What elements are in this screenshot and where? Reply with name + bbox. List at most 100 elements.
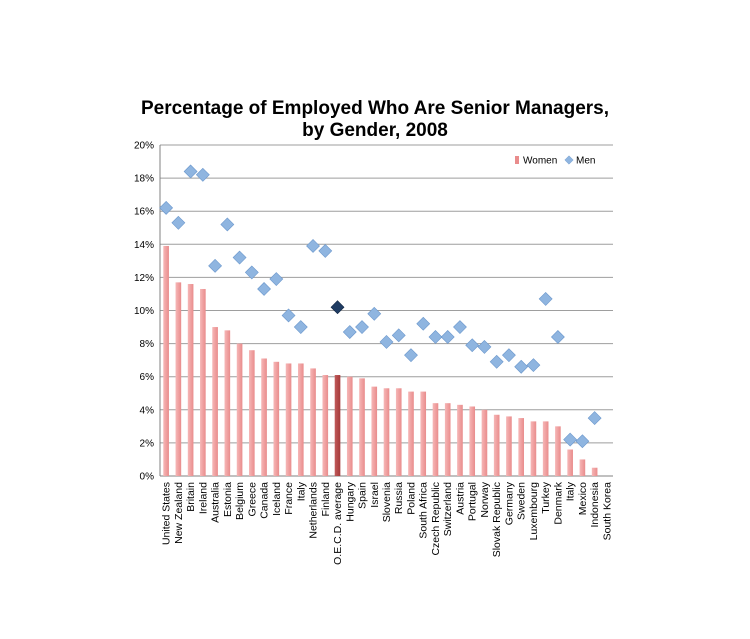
men-marker (281, 308, 296, 323)
men-marker (318, 243, 333, 258)
men-marker (465, 338, 480, 353)
chart-title-line-2: by Gender, 2008 (302, 120, 448, 141)
y-tick-label: 4% (140, 405, 155, 416)
women-bar (310, 368, 316, 476)
y-tick-label: 10% (134, 306, 154, 317)
men-marker (293, 320, 308, 334)
chart-title-line-1: Percentage of Employed Who Are Senior Ma… (140, 98, 610, 119)
men-marker (342, 325, 357, 339)
men-marker (257, 282, 271, 296)
men-marker (563, 432, 578, 447)
men-marker (220, 217, 235, 232)
legend-swatch-men (564, 155, 574, 165)
men-marker (232, 250, 247, 265)
men-marker (171, 215, 186, 230)
women-bar (444, 403, 451, 476)
x-tick-label: South Korea (601, 482, 613, 541)
women-bar (285, 363, 292, 476)
women-bar (408, 391, 414, 476)
women-bar (457, 404, 463, 476)
women-bar (579, 459, 586, 476)
men-marker (159, 200, 174, 215)
women-bar (261, 358, 267, 476)
men-marker (330, 300, 345, 315)
y-tick-label: 6% (140, 372, 155, 383)
women-bar (591, 467, 598, 476)
men-marker (244, 265, 259, 280)
x-tick-label: Indonesia (589, 482, 601, 528)
women-bar (334, 375, 341, 476)
men-marker (183, 164, 198, 179)
women-bar (371, 386, 378, 476)
women-bar (224, 330, 231, 476)
x-tick-label: Austria (454, 482, 466, 515)
women-bar (359, 378, 365, 476)
y-tick-label: 14% (134, 240, 154, 251)
legend-label-women: Women (523, 156, 557, 167)
x-tick-label: South Africa (418, 482, 430, 539)
x-tick-label: Poland (405, 482, 417, 515)
x-tick-label: Iceland (271, 482, 283, 516)
y-tick-label: 0% (140, 472, 155, 483)
women-bar (395, 388, 402, 476)
women-bar (506, 416, 512, 476)
axes: 0% 2% 4% 6% 8% 10% 12% 14% 16% 18% 20% United State… (134, 141, 613, 565)
men-marker (428, 330, 443, 344)
men-markers (159, 164, 602, 449)
men-marker (453, 320, 467, 334)
y-tick-label: 12% (134, 273, 154, 284)
men-marker (391, 328, 406, 343)
women-bar (481, 409, 488, 476)
men-marker (379, 335, 394, 349)
men-marker (489, 354, 504, 369)
x-tick-label: Portugal (467, 482, 479, 521)
women-bar (420, 391, 427, 476)
legend-label-men: Men (576, 156, 595, 167)
women-bar (187, 284, 194, 476)
women-bar (542, 421, 549, 476)
men-marker (502, 348, 516, 363)
women-bar (200, 288, 206, 476)
men-marker (404, 348, 418, 363)
women-bar (493, 414, 500, 476)
x-tick-label: Greece (246, 482, 258, 517)
women-bar (530, 421, 537, 476)
gridlines (160, 144, 613, 477)
women-bar (297, 363, 304, 476)
x-tick-label: Mexico (577, 482, 589, 515)
men-marker (355, 320, 369, 334)
men-marker (538, 291, 553, 306)
women-bar (469, 406, 476, 476)
x-tick-label: Slovak Republic (491, 482, 503, 557)
men-marker (575, 434, 590, 449)
women-bar (236, 343, 243, 476)
women-bar (567, 449, 573, 476)
men-marker (514, 359, 529, 374)
x-tick-label: Belgium (234, 482, 246, 520)
x-tick-label: Slovenia (381, 482, 393, 522)
men-marker (477, 339, 492, 354)
women-bar (163, 245, 169, 476)
x-tick-label: Australia (210, 482, 222, 523)
men-marker (306, 239, 320, 253)
legend-swatch-women (515, 156, 519, 164)
x-tick-label: Russia (393, 482, 405, 514)
women-bar (555, 426, 561, 476)
x-tick-label: New Zealand (173, 482, 185, 544)
women-bar (383, 388, 390, 476)
chart-title: Percentage of Employed Who Are Senior Ma… (0, 98, 750, 142)
men-marker (526, 358, 541, 373)
y-tick-label: 16% (134, 207, 154, 218)
women-bars (163, 245, 598, 476)
x-tick-label: Norway (479, 481, 491, 517)
men-marker (367, 306, 382, 321)
x-tick-label: Luxembourg (528, 482, 540, 541)
women-bar (175, 282, 182, 476)
x-tick-label: Britain (185, 482, 197, 512)
x-tick-label: Finland (320, 482, 332, 517)
y-tick-label: 2% (140, 438, 155, 449)
women-bar (346, 376, 353, 476)
women-bar (249, 350, 255, 476)
x-tick-label: France (283, 482, 295, 515)
men-marker (440, 330, 455, 344)
